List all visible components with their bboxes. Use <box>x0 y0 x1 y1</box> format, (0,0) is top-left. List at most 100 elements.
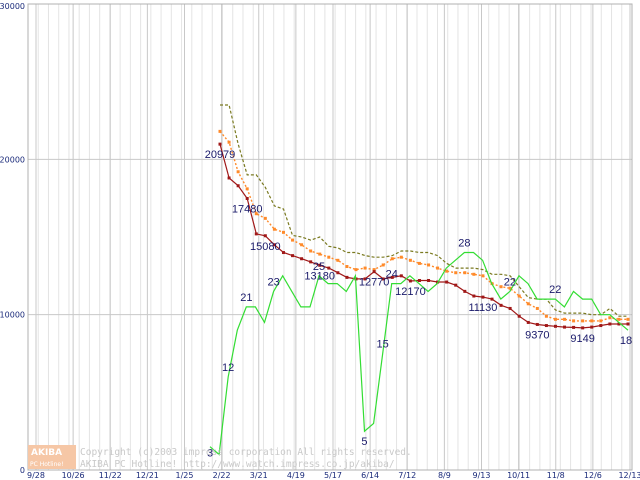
price-min-point <box>581 326 585 330</box>
plot-frame <box>27 3 633 471</box>
price-avg-point <box>318 252 322 256</box>
price-min-point <box>218 142 222 146</box>
x-tick-label: 5/17 <box>324 471 342 480</box>
data-label: 23 <box>267 276 279 288</box>
price-min-point <box>463 289 467 293</box>
price-avg-point <box>590 319 594 323</box>
price-min-point <box>544 324 548 328</box>
price-min-point <box>553 324 557 328</box>
price-avg-point <box>427 263 431 267</box>
price-max-line <box>220 104 628 317</box>
price-min-point <box>272 243 276 247</box>
price-min-point <box>563 325 567 329</box>
price-avg-point <box>454 271 458 275</box>
data-label: 15 <box>377 339 389 351</box>
price-min-point <box>227 176 231 180</box>
watermark: AKIBA PC Hotline! Copyright (c)2003 impr… <box>28 445 412 470</box>
x-tick-label: 4/19 <box>287 471 305 480</box>
data-label: 13180 <box>304 270 335 282</box>
chart-grid <box>27 3 633 471</box>
price-min-point <box>327 266 331 270</box>
price-min-point <box>236 184 240 188</box>
data-label: 17480 <box>232 203 263 215</box>
price-avg-point <box>499 285 503 289</box>
price-avg-point <box>417 261 421 265</box>
price-avg-point <box>227 140 231 144</box>
data-label: 9149 <box>570 333 594 345</box>
data-label: 5 <box>361 436 367 448</box>
price-avg-point <box>300 243 304 247</box>
x-tick-label: 1/25 <box>176 471 194 480</box>
price-min-point <box>490 297 494 301</box>
price-min-point <box>390 275 394 279</box>
data-label: 12170 <box>395 286 426 298</box>
price-min-point <box>408 279 412 283</box>
price-avg-point <box>463 271 467 275</box>
data-label: 18 <box>620 335 632 347</box>
x-tick-label: 7/12 <box>398 471 416 480</box>
price-avg-point <box>626 317 630 321</box>
data-label: 25 <box>313 261 325 273</box>
akiba-logo-bottom: PC Hotline! <box>30 461 63 468</box>
price-avg-point <box>245 187 249 191</box>
price-min-point <box>572 325 576 329</box>
data-label: 21 <box>240 292 252 304</box>
price-avg-point <box>608 316 612 320</box>
chart-series <box>209 104 630 456</box>
price-avg-point <box>363 266 367 270</box>
data-label: 22 <box>504 276 516 288</box>
chart-data-labels: 20979 17480 15080 13180 12770 12170 11130 9370 9… <box>205 149 632 460</box>
price-min-point <box>417 278 421 282</box>
price-avg-point <box>436 266 440 270</box>
data-label: 22 <box>549 284 561 296</box>
price-avg-point <box>399 255 403 259</box>
x-tick-label: 3/21 <box>250 471 268 480</box>
price-min-point <box>345 275 349 279</box>
price-avg-point <box>281 230 285 234</box>
x-tick-label: 9/28 <box>27 471 45 480</box>
price-avg-point <box>553 317 557 321</box>
price-avg-point <box>254 212 258 216</box>
price-avg-point <box>508 286 512 290</box>
price-avg-point <box>272 227 276 231</box>
price-avg-point <box>218 129 222 133</box>
x-tick-label: 8/9 <box>438 471 451 480</box>
copyright-text: Copyright (c)2003 impress corporation Al… <box>80 447 412 458</box>
price-avg-point <box>563 317 567 321</box>
price-min-point <box>381 277 385 281</box>
price-avg-point <box>526 302 530 306</box>
price-min-point <box>291 254 295 258</box>
price-avg-point <box>291 238 295 242</box>
price-avg-point <box>390 257 394 261</box>
price-min-point <box>363 277 367 281</box>
price-avg-point <box>481 274 485 278</box>
price-avg-point <box>327 255 331 259</box>
price-avg-point <box>354 268 358 272</box>
price-min-point <box>254 232 258 236</box>
price-min-point <box>445 280 449 284</box>
price-avg-point <box>263 216 267 220</box>
y-tick-label: 30000 <box>0 2 25 11</box>
price-min-point <box>336 271 340 275</box>
price-avg-point <box>581 319 585 323</box>
price-avg-point <box>599 319 603 323</box>
x-tick-label: 2/22 <box>213 471 231 480</box>
price-avg-point <box>372 268 376 272</box>
price-min-point <box>526 320 530 324</box>
x-tick-label: 11/8 <box>547 471 565 480</box>
price-min-point <box>263 234 267 238</box>
shop-count-line <box>209 251 629 456</box>
price-min-point <box>608 322 612 326</box>
data-label: 15080 <box>250 241 281 253</box>
x-tick-label: 10/26 <box>62 471 85 480</box>
price-avg-point <box>544 314 548 318</box>
price-avg-point <box>408 258 412 262</box>
price-min-point <box>399 274 403 278</box>
akiba-logo-top: AKIBA <box>31 448 62 458</box>
price-min-point <box>535 322 539 326</box>
x-tick-label: 6/14 <box>361 471 379 480</box>
price-avg-point <box>336 258 340 262</box>
price-avg-point <box>472 272 476 276</box>
